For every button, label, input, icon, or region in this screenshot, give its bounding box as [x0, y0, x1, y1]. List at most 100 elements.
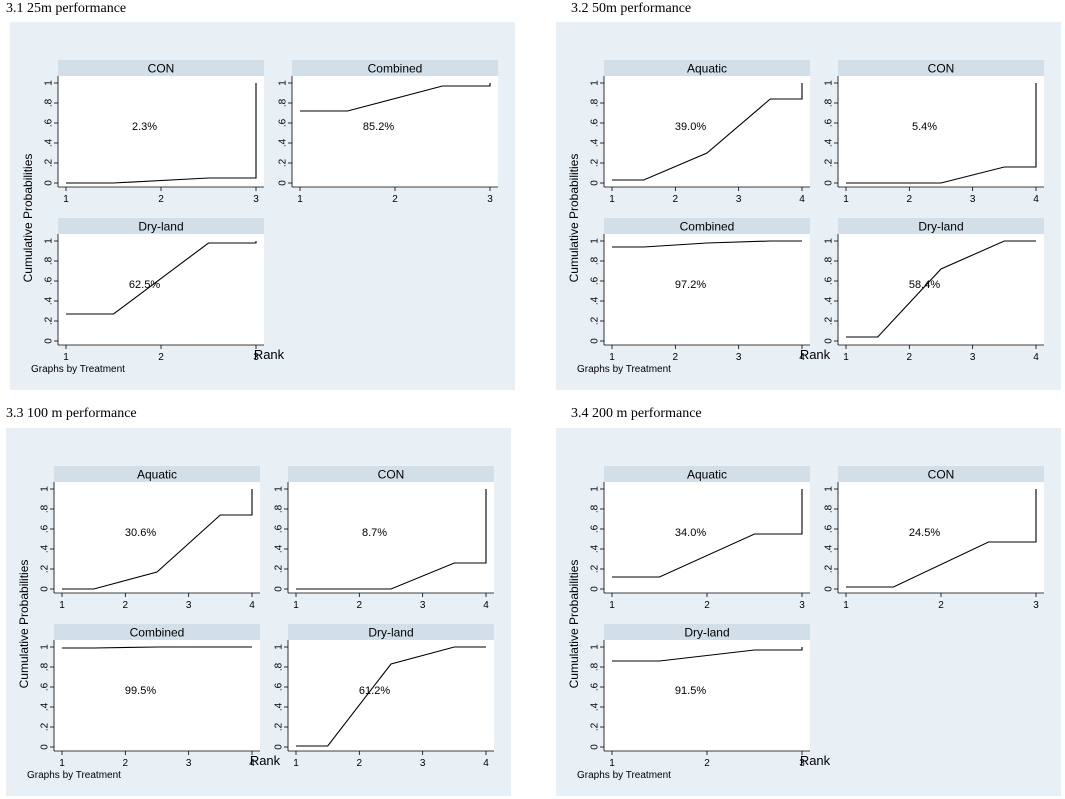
chart2-combined-y-tick-label: 1	[590, 238, 601, 244]
chart4-dry-land-y-tick-label: 1	[590, 644, 601, 650]
chart4-dry-land-y-tick-label: .2	[590, 722, 601, 731]
chart3-con-percent-label: 8.7%	[362, 527, 387, 539]
chart3-dry-land-percent-label: 61.2%	[359, 685, 390, 697]
chart2-combined-series-line	[612, 240, 802, 248]
chart4-con-y-tick-label: .4	[824, 544, 835, 553]
chart1-dry-land-series-line	[66, 241, 257, 315]
chart4-y-axis-title: Cumulative Probabilities	[567, 560, 581, 689]
chart3-dry-land-y-tick-label: 1	[274, 644, 285, 650]
chart3-aquatic-header	[54, 466, 260, 482]
chart3-dry-land-y-tick-label: .4	[274, 702, 285, 711]
chart3-combined-y-tick-label: .8	[40, 662, 51, 671]
chart3-aquatic-x-tick-label: 1	[59, 600, 65, 611]
chart4-con-y-tick-label: .6	[824, 524, 835, 533]
chart1-con-y-tick-label: .4	[44, 138, 55, 147]
chart4-con-plot-area	[838, 482, 1044, 593]
chart1-con-y-tick-label: .8	[44, 98, 55, 107]
section-title-25m: 3.1 25m performance	[6, 1, 127, 16]
chart4-aquatic-percent-label: 34.0%	[675, 527, 706, 539]
chart1-combined-series-line	[300, 83, 491, 112]
chart2-combined-y-tick-label: .8	[590, 256, 601, 265]
chart3-con-y-tick-label: .8	[274, 504, 285, 513]
chart3-con-x-tick-label: 2	[357, 600, 363, 611]
chart2-combined-plot-area	[604, 234, 810, 345]
chart1-con-y-tick-label: 0	[44, 180, 55, 186]
chart3-dry-land-x-tick-label: 4	[483, 758, 489, 769]
chart2-aquatic-y-tick-label: .2	[590, 158, 601, 167]
chart2-con-panel-title: CON	[928, 62, 955, 76]
chart4-dry-land-x-tick-label: 2	[704, 758, 710, 769]
chart2-con-x-tick-label: 2	[907, 194, 913, 205]
chart2-dry-land-panel-title: Dry-land	[918, 220, 963, 234]
chart2-dry-land-header	[838, 218, 1044, 234]
chart4-note: Graphs by Treatment	[577, 770, 671, 781]
chart4-aquatic-series-line	[612, 489, 803, 578]
chart3-combined-header	[54, 624, 260, 640]
chart4-aquatic-x-tick-label: 2	[704, 600, 710, 611]
chart2-con-y-tick-label: .6	[824, 118, 835, 127]
section-title-200m: 3.4 200 m performance	[571, 406, 702, 421]
chart2-dry-land-y-tick-label: 1	[824, 238, 835, 244]
chart2-dry-land-x-tick-label: 4	[1033, 352, 1039, 363]
chart3-aquatic-y-tick-label: .8	[40, 504, 51, 513]
chart4-con-percent-label: 24.5%	[909, 527, 940, 539]
chart2-dry-land-y-tick-label: 0	[824, 338, 835, 344]
chart2-dry-land-percent-label: 58.4%	[909, 279, 940, 291]
chart3-combined-x-tick-label: 4	[249, 758, 255, 769]
chart4-dry-land-x-tick-label: 1	[609, 758, 615, 769]
chart1-combined-y-tick-label: .6	[278, 118, 289, 127]
chart1-dry-land-x-tick-label: 1	[63, 352, 69, 363]
chart2-dry-land-plot-area	[838, 234, 1044, 345]
chart3-con-series-line	[296, 489, 487, 590]
chart2-combined-x-tick-label: 2	[673, 352, 679, 363]
chart3-dry-land-header	[288, 624, 494, 640]
chart1-con-y-tick-label: .2	[44, 158, 55, 167]
section-title-100m: 3.3 100 m performance	[6, 406, 137, 421]
chart1-dry-land-x-tick-label: 2	[158, 352, 164, 363]
chart1-dry-land-x-tick-label: 3	[253, 352, 259, 363]
chart4-aquatic-x-tick-label: 3	[799, 600, 805, 611]
chart3-dry-land-panel-title: Dry-land	[368, 626, 413, 640]
chart4-con-y-tick-label: 0	[824, 586, 835, 592]
chart1-dry-land-y-tick-label: .2	[44, 316, 55, 325]
chart1-dry-land-y-tick-label: .8	[44, 256, 55, 265]
chart3-aquatic-panel-title: Aquatic	[137, 468, 177, 482]
chart1-con-y-tick-label: 1	[44, 80, 55, 86]
chart3-combined-x-tick-label: 3	[186, 758, 192, 769]
chart2-aquatic-x-tick-label: 4	[799, 194, 805, 205]
chart2-aquatic-series-line	[612, 83, 803, 181]
chart1-combined-y-tick-label: 0	[278, 180, 289, 186]
chart3-combined-panel-title: Combined	[130, 626, 185, 640]
chart4-x-axis-title: Rank	[800, 753, 831, 768]
chart2-dry-land-x-tick-label: 3	[970, 352, 976, 363]
chart3-con-panel-title: CON	[378, 468, 405, 482]
chart4-dry-land-y-tick-label: .4	[590, 702, 601, 711]
chart2-dry-land-y-tick-label: .4	[824, 296, 835, 305]
chart1-con-x-tick-label: 2	[158, 194, 164, 205]
chart1-combined-x-tick-label: 3	[487, 194, 493, 205]
chart1-combined-x-tick-label: 1	[297, 194, 303, 205]
chart4-aquatic-y-tick-label: .2	[590, 564, 601, 573]
chart4-aquatic-plot-area	[604, 482, 810, 593]
chart2-aquatic-y-tick-label: .6	[590, 118, 601, 127]
chart3-aquatic-y-tick-label: 1	[40, 486, 51, 492]
chart3-con-plot-area	[288, 482, 494, 593]
chart3-note: Graphs by Treatment	[27, 770, 121, 781]
chart1-dry-land-plot-area	[58, 234, 264, 345]
chart2-combined-y-tick-label: .2	[590, 316, 601, 325]
chart2-con-y-tick-label: .4	[824, 138, 835, 147]
chart1-con-plot-area	[58, 76, 264, 187]
chart4-aquatic-y-tick-label: .6	[590, 524, 601, 533]
chart3-aquatic-y-tick-label: .6	[40, 524, 51, 533]
chart1-dry-land-percent-label: 62.5%	[129, 279, 160, 291]
chart1-con-panel-title: CON	[148, 62, 175, 76]
chart2-dry-land-series-line	[846, 240, 1036, 338]
chart2-dry-land-y-tick-label: .2	[824, 316, 835, 325]
chart3-aquatic-percent-label: 30.6%	[125, 527, 156, 539]
chart2-con-x-tick-label: 4	[1033, 194, 1039, 205]
chart3-aquatic-x-tick-label: 2	[123, 600, 129, 611]
chart2-aquatic-x-tick-label: 1	[609, 194, 615, 205]
chart1-y-axis-title: Cumulative Probabilities	[21, 154, 35, 283]
chart3-aquatic-plot-area	[54, 482, 260, 593]
